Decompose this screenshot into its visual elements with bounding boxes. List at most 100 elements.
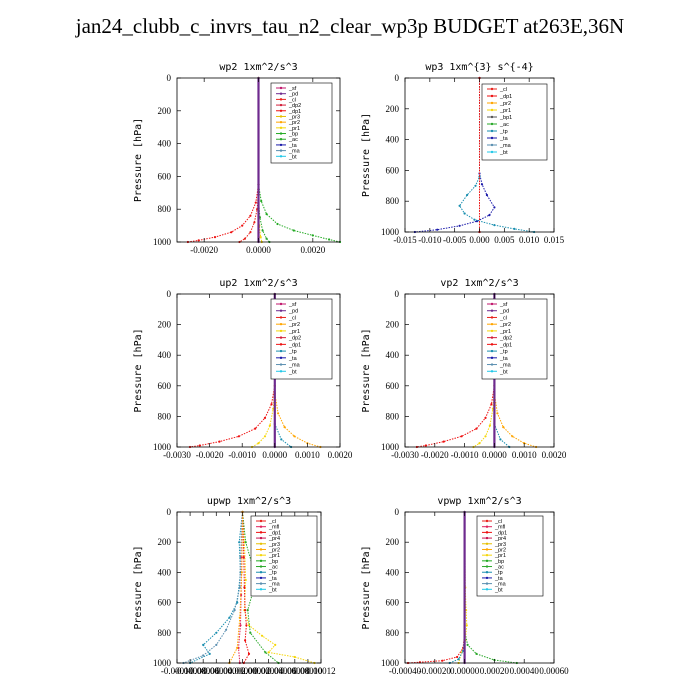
- point-_dp1: [245, 624, 248, 627]
- point-_bp: [328, 238, 331, 241]
- point-_pr1: [247, 624, 251, 627]
- x-tick-label: 0.0020: [328, 450, 353, 460]
- legend-marker: [485, 525, 489, 528]
- x-tick-label: 0.0000: [262, 450, 287, 460]
- x-tick-label: 0.00000: [228, 666, 258, 676]
- legend-marker: [490, 343, 494, 346]
- legend-entry: _bt: [288, 154, 297, 160]
- legend-marker: [279, 322, 283, 326]
- point-_pr1: [257, 442, 260, 445]
- legend-entry: _pr1: [268, 553, 280, 559]
- y-tick-label: 200: [386, 104, 400, 114]
- point-_ta: [488, 214, 491, 217]
- panel-3: up2 1xm^2/s^3 Pressure [hPa] 0 200 400 600 800…: [133, 278, 353, 460]
- legend-marker: [279, 98, 283, 101]
- panel-2: wp3 1xm^{3} s^{-4} Pressure [hPa] 0 200 400 6…: [361, 62, 565, 245]
- y-tick-label: 1000: [381, 658, 400, 668]
- y-tick-label: 600: [386, 165, 400, 175]
- point-_tp: [473, 218, 476, 221]
- point-_tp: [493, 224, 496, 227]
- point-_tp: [474, 184, 477, 187]
- legend-entry: _pd: [288, 92, 298, 98]
- legend-entry: _dp1: [288, 342, 301, 348]
- point-_dp1: [218, 440, 221, 443]
- panel-title: wp3 1xm^{3} s^{-4}: [425, 62, 533, 73]
- legend-marker: [279, 126, 283, 130]
- x-tick-label: -0.010: [418, 235, 442, 245]
- legend-entry: _ac: [268, 565, 278, 571]
- x-tick-label: 0.00006: [267, 666, 297, 676]
- x-tick-label: -0.00006: [187, 666, 220, 676]
- series-_tp: [189, 511, 243, 664]
- legend-marker: [490, 316, 494, 319]
- legend-marker: [490, 115, 494, 119]
- legend-entry: _dp1: [499, 94, 512, 100]
- legend-marker: [490, 108, 494, 112]
- legend-entry: _tp: [268, 570, 277, 576]
- legend-marker: [279, 92, 283, 95]
- y-tick-label: 400: [158, 139, 172, 149]
- y-tick-label: 600: [158, 598, 172, 608]
- plot-frame: [176, 293, 341, 448]
- point-_pr1: [259, 236, 262, 239]
- series-_mfl: [237, 511, 243, 664]
- point-_ac: [261, 229, 264, 232]
- point-_pr1: [488, 424, 491, 427]
- legend-marker: [490, 136, 494, 140]
- legend-entry: _dp1: [268, 530, 281, 536]
- point-_dp1: [244, 609, 247, 612]
- legend-entry: _sf: [288, 302, 297, 308]
- point-_ac: [475, 652, 478, 656]
- x-tick-label: -0.00002: [213, 666, 245, 676]
- legend-marker: [490, 122, 494, 126]
- x-tick-label: -0.0030: [163, 450, 191, 460]
- point-_pr1: [274, 643, 277, 647]
- y-tick-label: 0: [167, 507, 172, 517]
- plot-frame: [404, 293, 555, 448]
- x-tick-label: 0.0020: [542, 450, 567, 460]
- point-_dp1: [456, 655, 459, 659]
- y-tick-label: 1000: [153, 237, 172, 247]
- point-_ta: [485, 193, 488, 197]
- y-tick-label: 200: [386, 537, 400, 547]
- legend-marker: [490, 349, 494, 353]
- legend-marker: [490, 356, 494, 360]
- point-_bp: [265, 213, 268, 216]
- legend-marker: [259, 542, 263, 545]
- point-_dp1: [242, 556, 245, 559]
- panel-title: vpwp 1xm^2/s^3: [437, 496, 521, 507]
- point-_pr2: [277, 412, 280, 415]
- point-_dp1: [442, 440, 445, 443]
- point-_pr2: [502, 426, 505, 429]
- legend-entry: _pr2: [288, 322, 300, 328]
- point-_ac: [246, 609, 249, 612]
- legend-marker: [259, 525, 263, 528]
- legend-entry: _dp2: [499, 336, 512, 342]
- point-_pr1: [267, 651, 270, 654]
- legend-marker: [490, 87, 494, 91]
- point-_ta: [480, 183, 484, 186]
- y-tick-label: 200: [158, 537, 172, 547]
- y-tick-label: 1000: [153, 442, 172, 452]
- legend-entry: _dp1: [494, 530, 507, 536]
- legend-marker: [490, 309, 494, 312]
- point-_dp1: [475, 427, 478, 430]
- point-_dp1: [460, 435, 463, 438]
- legend-entry: _bp1: [499, 115, 512, 121]
- legend-marker: [490, 363, 494, 366]
- point-_dp1: [247, 652, 251, 656]
- legend-entry: _pr3: [288, 114, 300, 120]
- y-tick-label: 800: [386, 196, 400, 206]
- legend-entry: _ta: [499, 136, 509, 142]
- plot-frame: [176, 511, 322, 664]
- x-tick-label: 0.015: [544, 235, 565, 245]
- point-_ma: [238, 586, 241, 589]
- y-tick-label: 200: [158, 106, 172, 116]
- y-tick-label: 1000: [381, 227, 400, 237]
- legend-entry: _pr3: [268, 542, 280, 548]
- y-axis-label: Pressure [hPa]: [133, 545, 144, 629]
- point-_ta: [436, 228, 439, 231]
- legend-entry: _ma: [288, 363, 301, 369]
- point-_tp: [215, 631, 218, 634]
- panel-title: upwp 1xm^2/s^3: [207, 496, 291, 507]
